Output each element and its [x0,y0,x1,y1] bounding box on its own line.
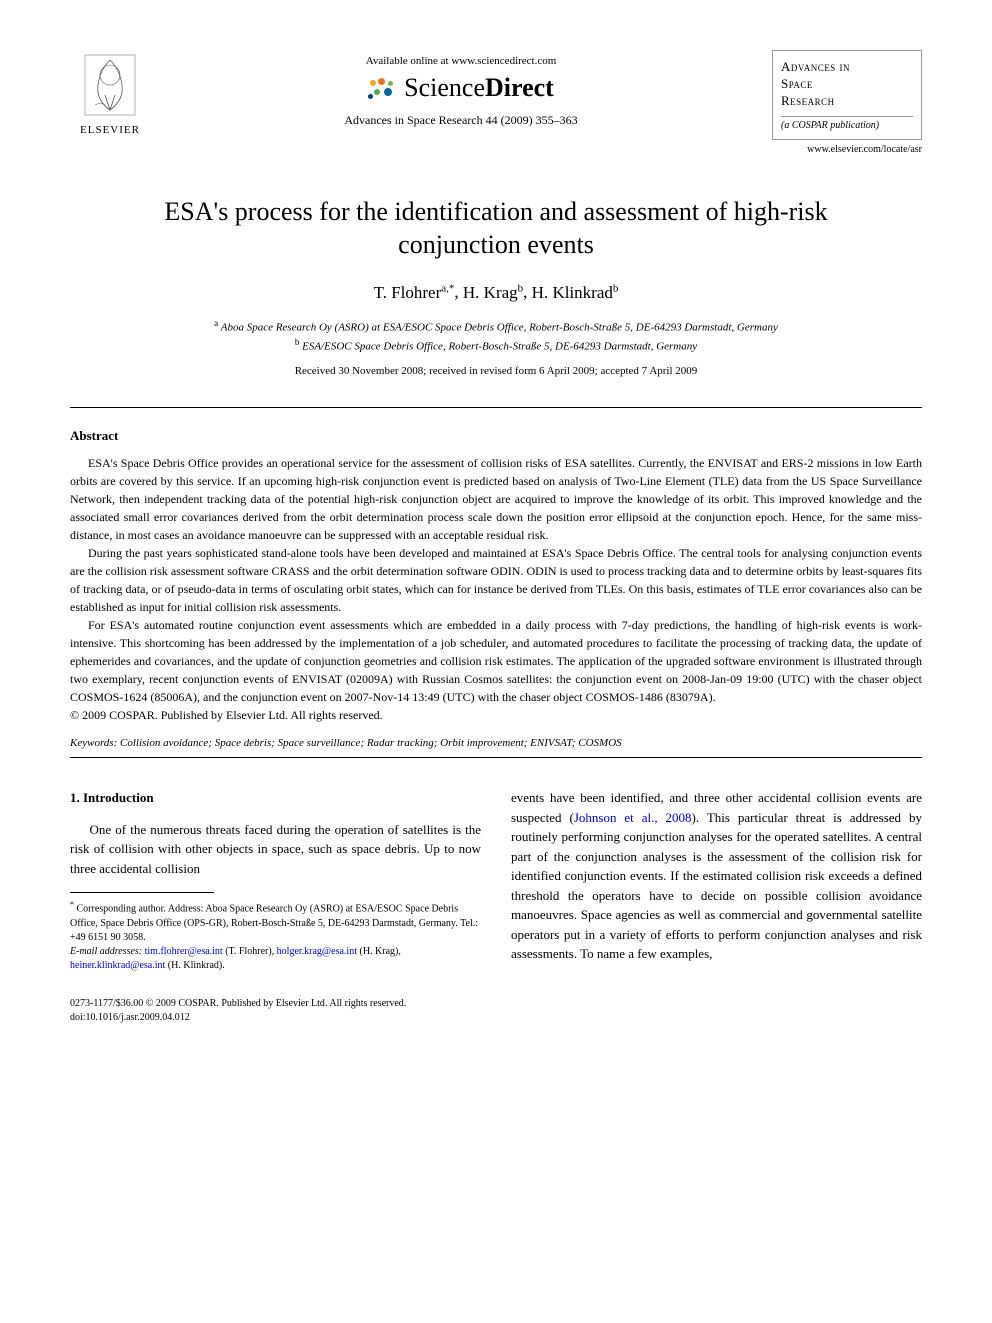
body-text: ). This particular threat is addressed b… [511,810,922,962]
publisher-name: ELSEVIER [80,124,140,136]
available-online-text: Available online at www.sciencedirect.co… [150,55,772,67]
journal-sidebar-wrap: Advances in Space Research (a COSPAR pub… [772,50,922,155]
footnote-divider [70,892,214,893]
section-heading: 1. Introduction [70,788,481,808]
author-mark: a,* [441,282,454,294]
journal-name: Advances in Space Research [781,59,913,110]
keywords-text: Collision avoidance; Space debris; Space… [120,737,622,749]
sciencedirect-dots-icon [368,76,398,100]
elsevier-logo: ELSEVIER [70,50,150,136]
sd-suffix: Direct [485,73,554,102]
author-name: H. Klinkrad [532,283,613,302]
keywords: Keywords: Collision avoidance; Space deb… [70,737,922,749]
email-who: (T. Flohrer) [225,946,271,957]
body-columns: 1. Introduction One of the numerous thre… [70,788,922,972]
journal-reference: Advances in Space Research 44 (2009) 355… [150,113,772,128]
abstract-heading: Abstract [70,428,922,444]
jn-line2: Space [781,76,813,91]
center-header: Available online at www.sciencedirect.co… [150,50,772,128]
keywords-label: Keywords: [70,737,117,749]
journal-sidebar: Advances in Space Research (a COSPAR pub… [772,50,922,140]
header-row: ELSEVIER Available online at www.science… [70,50,922,155]
affiliation: b ESA/ESOC Space Debris Office, Robert-B… [70,336,922,355]
abstract-paragraph: During the past years sophisticated stan… [70,544,922,616]
email-who: (H. Krag) [359,946,398,957]
divider [70,757,922,758]
author: H. Klinkradb [532,283,619,302]
authors-list: T. Flohrera,*, H. Kragb, H. Klinkradb [70,282,922,303]
footnote-text: Corresponding author. Address: Aboa Spac… [70,904,478,943]
body-paragraph: One of the numerous threats faced during… [70,820,481,879]
issn-line: 0273-1177/$36.00 © 2009 COSPAR. Publishe… [70,997,922,1011]
author-mark: b [518,282,524,294]
affil-mark: a [214,318,218,328]
email-link[interactable]: heiner.klinkrad@esa.int [70,960,165,971]
jn-line1: Advances in [781,59,850,74]
sciencedirect-text: ScienceDirect [404,73,554,103]
author: H. Kragb [463,283,523,302]
affiliations: a Aboa Space Research Oy (ASRO) at ESA/E… [70,317,922,355]
sd-prefix: Science [404,73,485,102]
affil-text: ESA/ESOC Space Debris Office, Robert-Bos… [302,341,697,353]
abstract-paragraph: ESA's Space Debris Office provides an op… [70,454,922,544]
article-title: ESA's process for the identification and… [110,195,882,263]
right-column: events have been identified, and three o… [511,788,922,972]
author-mark: b [613,282,619,294]
email-footnote: E-mail addresses: tim.flohrer@esa.int (T… [70,945,481,973]
abstract-copyright: © 2009 COSPAR. Published by Elsevier Ltd… [70,708,922,723]
jn-line3: Research [781,93,835,108]
email-link[interactable]: holger.krag@esa.int [277,946,357,957]
asterisk-icon: * [70,900,74,909]
citation-link[interactable]: Johnson et al., 2008 [574,810,692,825]
author-name: H. Krag [463,283,518,302]
affil-text: Aboa Space Research Oy (ASRO) at ESA/ESO… [221,322,778,334]
corresponding-footnote: * Corresponding author. Address: Aboa Sp… [70,899,481,944]
left-column: 1. Introduction One of the numerous thre… [70,788,481,972]
cospar-note: (a COSPAR publication) [781,116,913,131]
email-who: (H. Klinkrad) [168,960,222,971]
elsevier-tree-icon [80,50,140,120]
divider [70,407,922,408]
bottom-bar: 0273-1177/$36.00 © 2009 COSPAR. Publishe… [70,997,922,1025]
affil-mark: b [295,337,300,347]
body-paragraph: events have been identified, and three o… [511,788,922,964]
email-label: E-mail addresses: [70,946,142,957]
email-link[interactable]: tim.flohrer@esa.int [145,946,223,957]
locate-url: www.elsevier.com/locate/asr [772,144,922,155]
doi-line: doi:10.1016/j.asr.2009.04.012 [70,1011,922,1025]
abstract-body: ESA's Space Debris Office provides an op… [70,454,922,706]
article-dates: Received 30 November 2008; received in r… [70,365,922,377]
sciencedirect-logo: ScienceDirect [150,73,772,103]
author-name: T. Flohrer [374,283,442,302]
author: T. Flohrera,* [374,283,455,302]
affiliation: a Aboa Space Research Oy (ASRO) at ESA/E… [70,317,922,336]
abstract-paragraph: For ESA's automated routine conjunction … [70,616,922,706]
